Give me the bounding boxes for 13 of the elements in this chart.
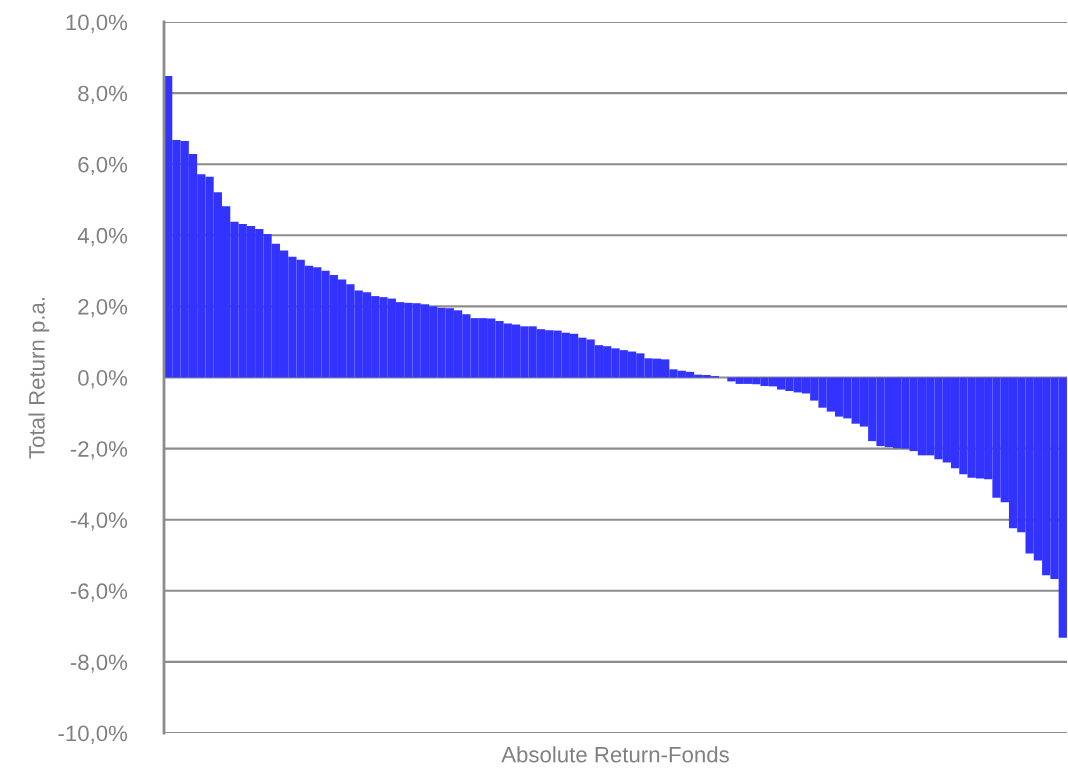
y-tick-label: -2,0%: [70, 441, 128, 460]
y-tick-label: 0,0%: [78, 370, 128, 389]
y-tick-label: 6,0%: [78, 156, 128, 176]
x-axis-title: Absolute Return-Fonds: [501, 746, 729, 763]
y-tick-label: -10,0%: [58, 725, 128, 744]
y-tick-label: 4,0%: [77, 227, 128, 247]
y-axis-title: Total Return p.a.: [28, 298, 50, 459]
y-tick-label: -8,0%: [70, 654, 128, 673]
y-tick-label: 2,0%: [78, 298, 128, 318]
y-tick-label: 10,0%: [66, 14, 128, 33]
y-tick-label: 8,0%: [78, 85, 128, 104]
y-tick-label: -4,0%: [70, 512, 128, 531]
y-tick-label: -6,0%: [70, 583, 128, 602]
